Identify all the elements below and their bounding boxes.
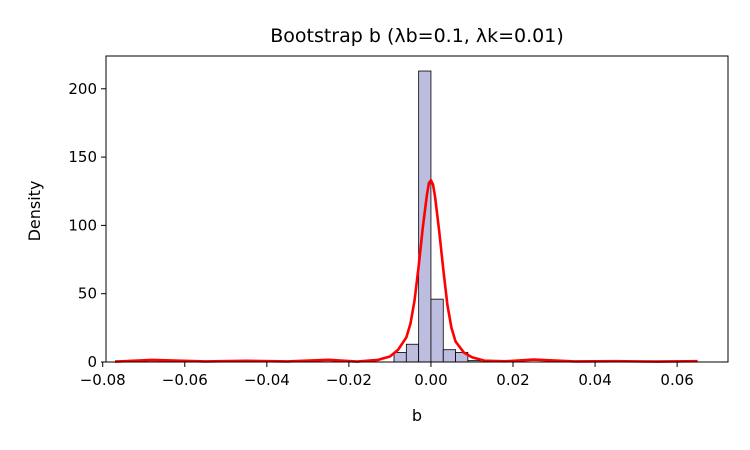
x-axis-label: b <box>412 406 422 425</box>
y-tick-label: 200 <box>68 80 97 98</box>
histogram-bar <box>393 352 407 363</box>
plot-area <box>105 55 729 363</box>
y-tick-label: 150 <box>68 148 97 166</box>
histogram-bar <box>430 298 444 363</box>
x-tick-label: −0.06 <box>162 371 208 389</box>
x-tick-label: 0.06 <box>660 371 693 389</box>
histogram-bar <box>442 349 456 363</box>
y-axis-label: Density <box>25 181 44 242</box>
plot-frame <box>105 55 729 363</box>
y-tick-label: 100 <box>68 216 97 234</box>
x-tick-label: −0.08 <box>80 371 126 389</box>
y-tick-label: 0 <box>87 353 97 371</box>
x-tick-label: 0.04 <box>578 371 611 389</box>
chart-title: Bootstrap b (λb=0.1, λk=0.01) <box>270 25 564 47</box>
y-tick-label: 50 <box>78 285 97 303</box>
kde-line <box>114 179 698 363</box>
x-axis: −0.08 −0.06 −0.04 −0.02 0.00 0.02 0.04 0.06 <box>80 362 694 389</box>
histogram-bar <box>405 343 420 363</box>
x-tick-label: 0.00 <box>414 371 447 389</box>
y-axis: 0 50 100 150 200 <box>68 80 106 371</box>
x-tick-label: 0.02 <box>496 371 529 389</box>
x-tick-label: −0.04 <box>244 371 290 389</box>
x-tick-label: −0.02 <box>326 371 372 389</box>
